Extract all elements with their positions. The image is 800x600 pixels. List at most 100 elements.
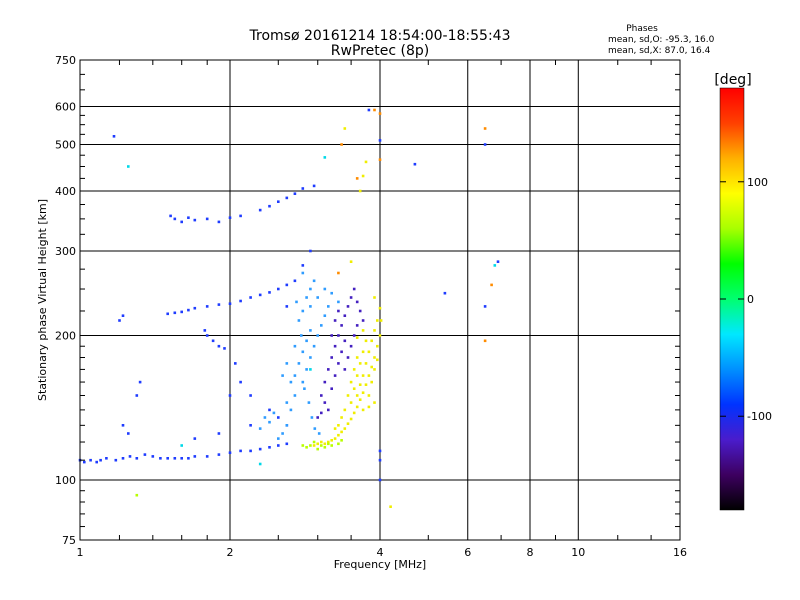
data-point <box>373 401 376 404</box>
x-tick-label: 4 <box>377 546 384 559</box>
data-point <box>337 309 340 313</box>
data-point <box>343 408 347 412</box>
data-point <box>249 449 252 453</box>
data-point <box>114 458 118 462</box>
data-point <box>367 108 371 112</box>
data-point <box>349 417 353 421</box>
data-point <box>337 442 340 446</box>
data-point <box>239 214 242 218</box>
data-point <box>203 329 207 332</box>
data-point <box>228 394 232 397</box>
data-point <box>205 217 209 221</box>
data-point <box>343 427 347 430</box>
data-point <box>303 387 306 390</box>
data-point <box>297 319 301 322</box>
data-point <box>496 260 500 263</box>
data-point <box>301 264 305 267</box>
data-point <box>121 424 125 427</box>
data-point <box>211 339 215 343</box>
data-point <box>358 309 362 313</box>
x-tick-label: 1 <box>77 546 84 559</box>
data-point <box>355 356 359 359</box>
data-point <box>268 291 271 294</box>
data-point <box>135 457 139 460</box>
data-point <box>305 339 308 343</box>
data-point <box>483 127 487 130</box>
data-point <box>95 460 98 464</box>
data-point <box>143 453 147 456</box>
data-point <box>205 455 209 458</box>
data-point <box>169 214 172 218</box>
data-point <box>285 442 289 446</box>
data-point <box>173 311 177 315</box>
data-point <box>340 439 343 442</box>
data-point <box>127 165 130 168</box>
data-point <box>376 358 379 362</box>
phases-heading: Phases <box>626 24 658 34</box>
data-point <box>281 374 284 377</box>
data-point <box>228 451 232 454</box>
data-point <box>330 387 333 390</box>
data-point <box>355 405 359 409</box>
data-point <box>223 347 226 350</box>
data-point <box>343 368 347 371</box>
data-point <box>205 305 209 308</box>
data-point <box>483 143 487 146</box>
data-point <box>309 305 312 308</box>
data-point <box>361 319 365 322</box>
data-point <box>323 401 327 404</box>
data-point <box>305 296 308 299</box>
chart-title: Tromsø 20161214 18:54:00-18:55:43 <box>249 28 511 44</box>
data-point <box>277 416 280 419</box>
data-point <box>330 439 333 442</box>
data-point <box>166 457 169 460</box>
data-point <box>301 380 305 384</box>
data-point <box>370 380 373 384</box>
data-point <box>173 217 177 221</box>
data-point <box>358 398 362 401</box>
data-point <box>483 305 487 308</box>
phases-mean-o: mean, sd,O: -95.3, 16.0 <box>608 35 715 45</box>
data-point <box>285 401 289 404</box>
data-point <box>128 455 132 458</box>
data-point <box>293 394 297 397</box>
data-point <box>483 339 487 343</box>
data-point <box>310 416 314 419</box>
data-point <box>349 401 353 404</box>
data-point <box>361 408 365 412</box>
data-point <box>367 405 371 409</box>
data-point <box>490 283 493 287</box>
data-point <box>309 356 312 359</box>
data-point <box>127 432 130 435</box>
data-point <box>105 457 108 460</box>
data-point <box>217 432 221 435</box>
colorbar-tick-label: 100 <box>747 176 768 189</box>
data-point <box>358 383 362 386</box>
data-point <box>258 447 262 451</box>
data-point <box>217 453 221 456</box>
data-point <box>301 350 305 354</box>
y-tick-label: 75 <box>62 534 76 547</box>
data-point <box>355 177 359 180</box>
data-point <box>281 432 284 435</box>
data-point <box>389 505 392 508</box>
data-point <box>378 478 382 482</box>
data-point <box>228 302 232 305</box>
data-point <box>340 430 343 434</box>
data-point <box>337 271 340 275</box>
data-point <box>249 296 252 299</box>
data-point <box>316 334 319 337</box>
data-point <box>340 350 343 354</box>
data-point <box>277 444 280 447</box>
data-point <box>358 362 362 365</box>
data-point <box>361 350 365 354</box>
y-tick-labels: 75 100 200 300 400 500 600 750 <box>55 54 76 547</box>
data-point <box>307 401 311 404</box>
data-point <box>205 334 209 337</box>
data-point <box>352 387 356 390</box>
data-point <box>89 458 92 462</box>
data-point <box>323 446 327 449</box>
data-point <box>316 447 319 451</box>
data-point <box>293 192 297 195</box>
data-point <box>349 296 353 299</box>
